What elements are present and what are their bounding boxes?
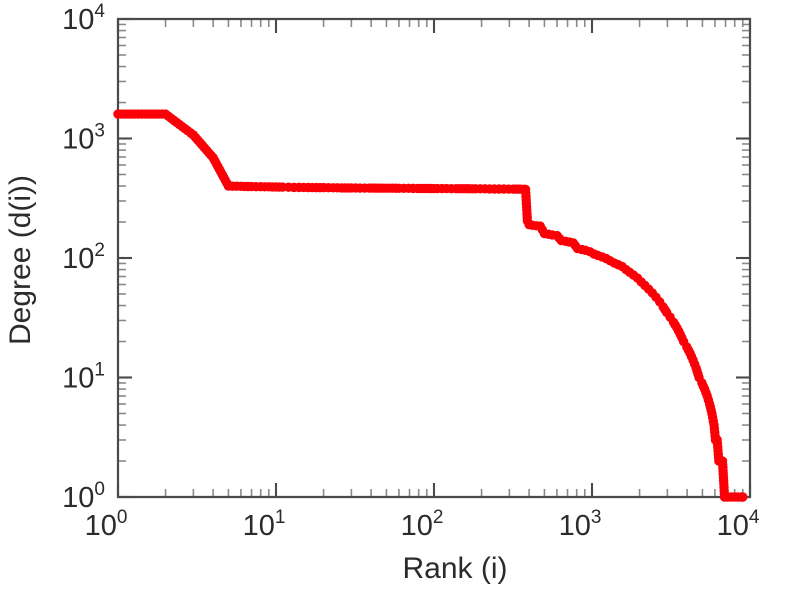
data-point-interpolated <box>522 212 532 222</box>
data-point-interpolated <box>267 182 278 192</box>
data-point-interpolated <box>554 233 564 243</box>
y-tick-label-group: 100 101 102 103 104 <box>62 1 105 514</box>
y-axis-label: Degree (d(i)) <box>4 175 37 345</box>
data-point-interpolated <box>350 183 361 193</box>
data-point-interpolated <box>260 182 270 192</box>
data-point-interpolated <box>689 359 700 369</box>
data-point-interpolated <box>381 183 391 193</box>
axes-frame <box>116 17 752 499</box>
minor-tick-group <box>118 19 750 497</box>
data-point-interpolated <box>429 183 439 194</box>
x-tick-label-group: 100 101 102 103 104 <box>85 507 760 542</box>
y-tick-label-10e3: 103 <box>62 121 105 156</box>
data-point-interpolated <box>537 225 548 235</box>
data-point-interpolated <box>503 184 514 194</box>
data-point-interpolated <box>693 369 703 380</box>
data-point-interpolated <box>274 182 284 192</box>
data-point-interpolated <box>467 184 477 194</box>
data-point-interpolated <box>703 395 714 405</box>
data-point-interpolated <box>371 183 381 193</box>
x-tick-label-10e3: 103 <box>559 507 602 542</box>
data-point-interpolated <box>419 183 429 194</box>
x-tick-label-10e2: 102 <box>401 507 444 542</box>
data-point-interpolated <box>706 405 716 416</box>
data-point-interpolated <box>399 183 409 194</box>
data-point-interpolated <box>677 333 687 343</box>
x-tick-label-10e0: 100 <box>85 507 128 542</box>
data-point-interpolated <box>713 452 724 463</box>
data-point-interpolated <box>343 183 353 193</box>
data-point-interpolated <box>446 183 457 194</box>
x-tick-label-10e4: 104 <box>717 507 760 542</box>
data-point-interpolated <box>323 183 334 193</box>
data-point-interpolated <box>332 183 343 193</box>
data-point-interpolated <box>686 351 697 362</box>
data-point-interpolated <box>390 183 401 193</box>
data-point-interpolated <box>660 304 670 315</box>
data-point-group <box>113 109 748 502</box>
data-point-interpolated <box>315 182 325 193</box>
data-point <box>738 492 748 502</box>
data-point-interpolated <box>511 184 522 194</box>
data-point-interpolated <box>307 182 317 193</box>
y-tick-label-10e4: 104 <box>62 1 105 36</box>
data-point-interpolated <box>719 489 730 499</box>
data-point-interpolated <box>484 184 495 194</box>
data-point-interpolated <box>437 183 447 194</box>
data-point-interpolated <box>243 181 253 192</box>
data-point-interpolated <box>701 387 711 398</box>
data-point-interpolated <box>232 181 242 191</box>
data-point-interpolated <box>475 184 485 194</box>
x-tick-label-10e1: 101 <box>243 507 286 542</box>
x-axis-label: Rank (i) <box>402 552 507 585</box>
data-point-interpolated <box>570 240 581 251</box>
y-tick-label-10e2: 102 <box>62 240 105 275</box>
data-point-interpolated <box>408 183 418 194</box>
data-point-interpolated <box>359 183 370 193</box>
data-point-interpolated <box>457 184 468 194</box>
data-point-interpolated <box>710 431 720 441</box>
data-point-interpolated <box>298 182 309 193</box>
data-point-interpolated <box>251 181 261 192</box>
data-point-interpolated <box>708 416 719 426</box>
data-point-interpolated <box>494 184 504 194</box>
y-tick-label-10e0: 100 <box>62 479 105 514</box>
y-tick-label-10e1: 101 <box>62 360 105 395</box>
